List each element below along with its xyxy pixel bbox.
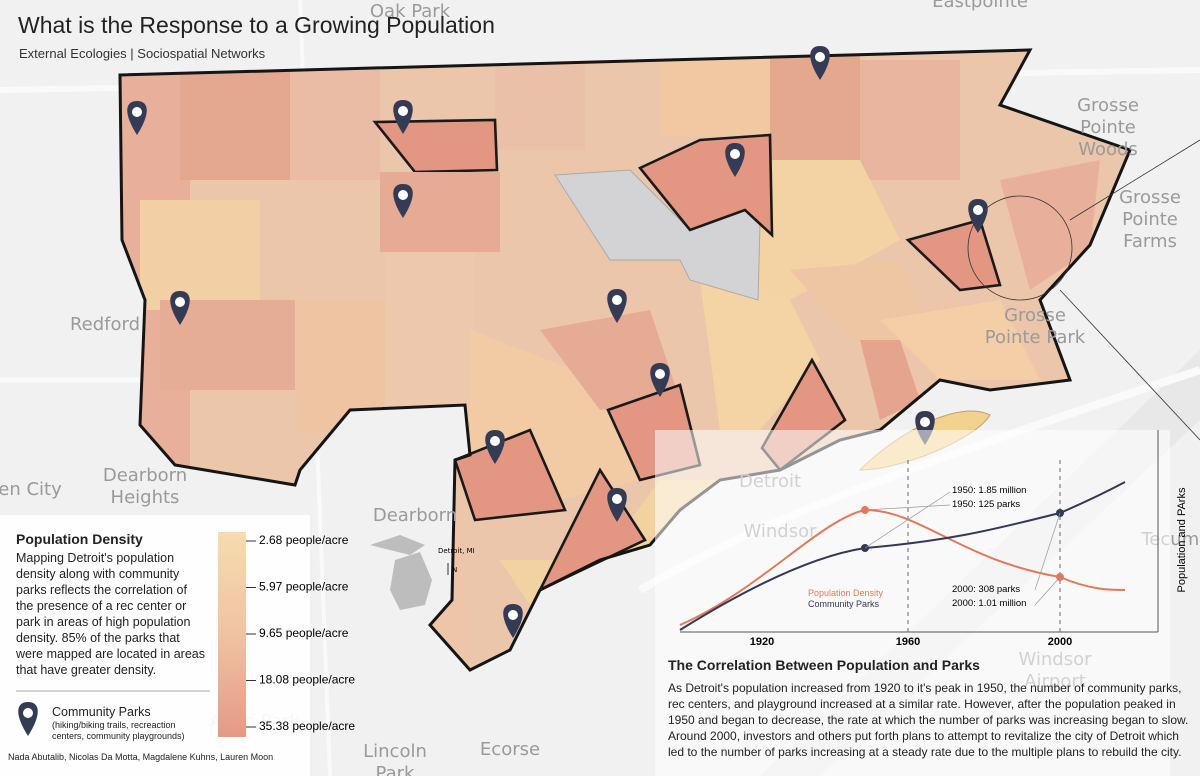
place-label: Woods: [1078, 139, 1138, 160]
correlation-title: The Correlation Between Population and P…: [668, 657, 980, 673]
legend-title: Population Density: [16, 531, 143, 547]
place-label: Ecorse: [480, 739, 540, 760]
zoom-circle: [967, 195, 1073, 301]
place-label: Lincoln: [363, 741, 427, 762]
place-label: Heights: [111, 487, 180, 508]
north-label: N: [452, 566, 457, 574]
inset-label: Detroit, MI: [438, 547, 475, 555]
density-ramp: [218, 532, 246, 737]
place-label: Pointe: [1080, 117, 1136, 138]
place-label: Farms: [1123, 231, 1177, 252]
annotation: 1950: 1.85 million: [952, 485, 1026, 496]
place-label: Park: [376, 763, 415, 776]
annotation: 1950: 125 parks: [952, 499, 1020, 510]
legend-panel: [0, 515, 310, 776]
legend-description: Mapping Detroit's population density alo…: [16, 551, 206, 677]
level-label: 5.97 people/acre: [259, 580, 349, 594]
place-label: Grosse: [1077, 95, 1139, 116]
chart-text: 1920 1960 2000 Population DensityCommunity …: [750, 485, 1188, 648]
level-label: 2.68 people/acre: [259, 533, 349, 547]
density-levels: 2.68 people/acre 5.97 people/acre 9.65 peo…: [246, 533, 355, 733]
place-label: Redford: [70, 314, 140, 335]
credits: Nada Abutalib, Nicolas Da Motta, Magdale…: [8, 752, 274, 762]
level-label: 9.65 people/acre: [259, 626, 349, 640]
parks-note: (hiking/biking trails, recreaction cente…: [52, 720, 185, 741]
michigan-inset: [370, 535, 432, 610]
correlation-body: As Detroit's population increased from 1…: [668, 681, 1189, 759]
series-label: Community Parks: [808, 599, 880, 609]
place-label: Pointe: [1122, 209, 1178, 230]
place-label: Grosse: [1119, 187, 1181, 208]
level-label: 35.38 people/acre: [259, 719, 355, 733]
place-label: Dearborn: [373, 505, 457, 526]
y-axis-label: Population and PArks: [1176, 487, 1188, 592]
x-tick-label: 1920: [750, 636, 774, 648]
subtitle: External Ecologies | Sociospatial Networ…: [19, 46, 266, 61]
x-tick-label: 2000: [1048, 636, 1072, 648]
title: What is the Response to a Growing Popula…: [18, 12, 495, 38]
series-label: Population Density: [808, 588, 884, 598]
place-label: Grosse: [1004, 305, 1066, 326]
place-label: Dearborn: [103, 465, 187, 486]
annotation: 2000: 1.01 million: [952, 598, 1026, 609]
level-label: 18.08 people/acre: [259, 673, 355, 687]
parks-label: Community Parks: [52, 705, 151, 719]
annotation: 2000: 308 parks: [952, 584, 1020, 595]
zoom-lines: [1059, 139, 1200, 441]
place-label: en City: [0, 479, 62, 500]
place-label: Pointe Park: [985, 327, 1086, 348]
x-tick-label: 1960: [896, 636, 920, 648]
correlation-chart: [655, 430, 1170, 776]
place-label: Oak Park: [370, 1, 451, 22]
place-label: Eastpointe: [932, 0, 1028, 12]
city-outline: [118, 48, 1133, 672]
tract: [380, 172, 500, 252]
